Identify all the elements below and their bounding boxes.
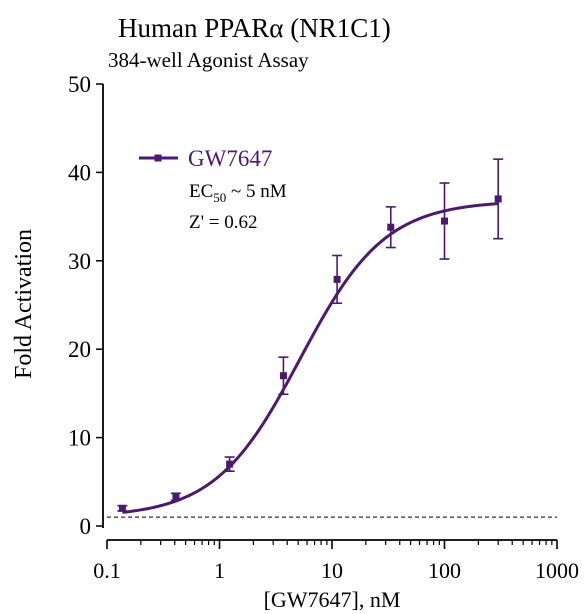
data-point-group	[493, 158, 504, 240]
fit-curve	[122, 202, 499, 514]
ec50-subscript: 50	[213, 190, 226, 205]
ec50-prefix: EC	[189, 181, 213, 202]
legend-series-label: GW7647	[188, 146, 272, 171]
x-tick-label: 0.1	[93, 558, 121, 583]
y-tick-label: 20	[68, 337, 91, 362]
data-points-layer	[117, 158, 504, 512]
legend: GW7647 EC50 ~ 5 nM Z' = 0.62	[139, 146, 287, 233]
data-point-marker	[172, 493, 180, 501]
data-point-marker	[118, 504, 126, 512]
chart-subtitle: 384-well Agonist Assay	[108, 48, 309, 72]
data-point-marker	[279, 372, 287, 380]
y-axis-ticks: 0 10 20 30 40 50	[68, 72, 103, 539]
data-point-marker	[494, 195, 502, 203]
data-point-group	[332, 254, 343, 305]
x-tick-label: 1	[214, 558, 225, 583]
legend-marker-swatch	[154, 154, 162, 162]
z-prime-annotation: Z' = 0.62	[189, 212, 258, 233]
x-tick-label: 10	[321, 558, 343, 583]
data-point-marker	[333, 275, 341, 283]
y-tick-label: 50	[68, 72, 91, 97]
fit-curve-layer	[122, 202, 499, 514]
data-point-group	[278, 356, 289, 396]
x-tick-label: 100	[428, 558, 461, 583]
data-point-group	[385, 206, 396, 249]
y-tick-label: 10	[68, 426, 91, 451]
data-point-marker	[441, 217, 448, 225]
y-axis-label: Fold Activation	[11, 229, 37, 379]
chart-title: Human PPARα (NR1C1)	[118, 13, 391, 43]
ec50-suffix: ~ 5 nM	[226, 181, 287, 202]
data-point-group	[439, 182, 450, 260]
data-point-group	[117, 504, 128, 512]
y-tick-label: 30	[68, 249, 91, 274]
ec50-annotation: EC50 ~ 5 nM	[189, 181, 287, 205]
data-point-group	[170, 492, 181, 502]
data-point-group	[224, 456, 235, 472]
y-tick-label: 40	[68, 160, 91, 185]
x-axis-ticks: 0.1 1 10 100 1000	[93, 540, 579, 583]
x-tick-label: 1000	[535, 558, 579, 583]
data-point-marker	[387, 223, 395, 231]
data-point-marker	[226, 460, 234, 468]
x-axis-label: [GW7647], nM	[264, 587, 401, 612]
y-tick-label: 0	[80, 514, 92, 539]
